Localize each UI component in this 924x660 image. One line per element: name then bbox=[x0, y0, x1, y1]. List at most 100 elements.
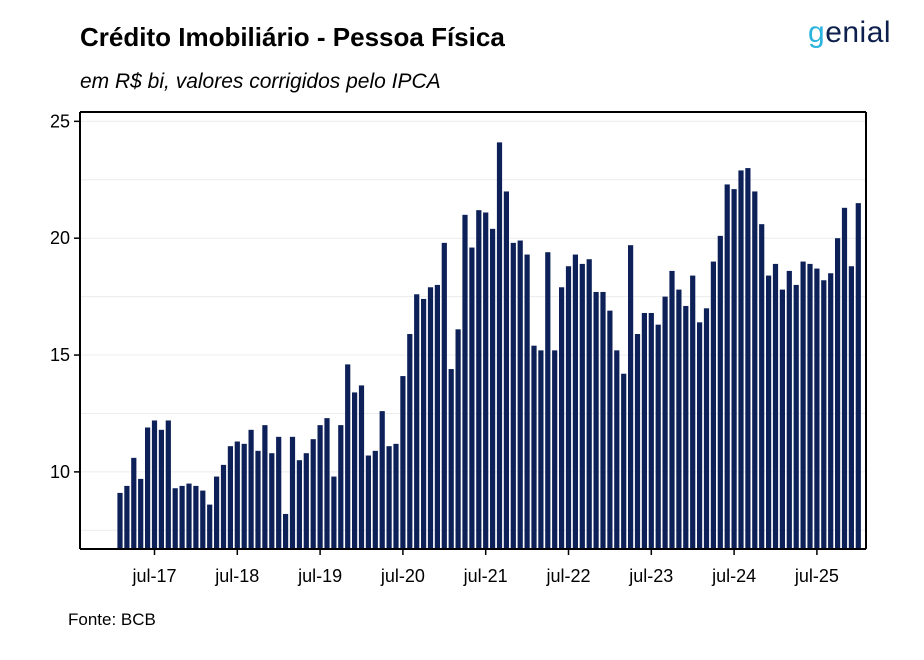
bar bbox=[145, 427, 151, 549]
bar bbox=[441, 242, 447, 549]
bar bbox=[648, 312, 654, 549]
bar bbox=[524, 254, 530, 550]
bar bbox=[690, 275, 696, 549]
bar bbox=[634, 334, 641, 549]
bar bbox=[841, 207, 848, 549]
bar bbox=[614, 350, 620, 549]
bar bbox=[186, 483, 192, 549]
bar bbox=[207, 504, 213, 549]
bar bbox=[538, 350, 544, 549]
bar bbox=[517, 240, 523, 549]
bar bbox=[531, 345, 537, 549]
bar bbox=[200, 490, 206, 549]
bar bbox=[352, 392, 358, 549]
bar bbox=[241, 443, 247, 549]
x-tick-label: jul-22 bbox=[545, 566, 590, 586]
bar bbox=[855, 203, 861, 549]
bar bbox=[151, 420, 158, 549]
y-tick-label: 10 bbox=[50, 462, 70, 482]
bar bbox=[655, 324, 661, 549]
bar bbox=[289, 436, 296, 549]
bar bbox=[365, 455, 371, 549]
bar bbox=[572, 254, 578, 550]
bar bbox=[779, 289, 785, 549]
bar bbox=[214, 476, 220, 549]
bar bbox=[717, 235, 723, 550]
bar bbox=[427, 287, 434, 549]
bar bbox=[793, 284, 799, 549]
bar bbox=[393, 443, 399, 549]
bar bbox=[414, 294, 420, 549]
source-note: Fonte: BCB bbox=[68, 610, 156, 629]
bar bbox=[724, 184, 730, 549]
bar bbox=[641, 312, 647, 549]
bar bbox=[559, 287, 565, 549]
axes: 10 15 20 25 jul-17 jul-18 jul-19 jul-20 jul-21 ju… bbox=[50, 111, 867, 586]
bar bbox=[752, 191, 758, 549]
bar bbox=[248, 429, 254, 549]
bar bbox=[490, 228, 496, 549]
bar bbox=[848, 266, 854, 549]
bar bbox=[255, 450, 261, 549]
bar bbox=[358, 385, 365, 549]
y-tick-label: 25 bbox=[50, 111, 70, 131]
bar bbox=[552, 350, 558, 549]
bar bbox=[172, 488, 178, 549]
bar bbox=[676, 289, 682, 549]
bar bbox=[807, 263, 813, 549]
bar bbox=[234, 441, 240, 549]
bar bbox=[621, 373, 627, 549]
x-tick-label: jul-24 bbox=[711, 566, 756, 586]
bar bbox=[421, 298, 427, 549]
bar bbox=[193, 485, 199, 549]
bar bbox=[269, 453, 275, 549]
chart-subtitle: em R$ bi, valores corrigidos pelo IPCA bbox=[80, 70, 441, 93]
bar bbox=[448, 369, 454, 549]
bar bbox=[697, 322, 703, 549]
logo-text: enial bbox=[825, 16, 892, 49]
bar bbox=[738, 170, 744, 550]
logo-accent-mark: ɡ bbox=[808, 16, 826, 49]
bar bbox=[703, 308, 710, 549]
bar bbox=[179, 485, 185, 549]
bar bbox=[386, 446, 392, 549]
bar bbox=[338, 425, 344, 549]
bar bbox=[607, 310, 613, 549]
bar bbox=[821, 280, 827, 549]
bar bbox=[138, 478, 144, 549]
x-tick-label: jul-17 bbox=[131, 566, 176, 586]
bar bbox=[814, 268, 820, 549]
bar bbox=[117, 492, 123, 549]
bar bbox=[828, 273, 834, 549]
bar bbox=[510, 242, 516, 549]
bar bbox=[503, 191, 509, 549]
x-tick-label: jul-18 bbox=[214, 566, 259, 586]
bar bbox=[669, 270, 675, 549]
bar bbox=[324, 418, 330, 549]
x-tick-label: jul-21 bbox=[463, 566, 508, 586]
bar bbox=[476, 210, 482, 549]
bar bbox=[496, 142, 503, 549]
bar bbox=[283, 513, 289, 549]
bar bbox=[379, 411, 385, 549]
bar bbox=[220, 464, 227, 549]
bar bbox=[124, 485, 130, 549]
bar bbox=[372, 450, 378, 549]
bar bbox=[662, 296, 668, 549]
bar bbox=[331, 476, 337, 549]
bar bbox=[462, 214, 468, 549]
bar bbox=[628, 245, 634, 549]
bar bbox=[317, 425, 323, 549]
bar bbox=[835, 238, 841, 549]
bar bbox=[710, 261, 716, 549]
bar bbox=[586, 259, 592, 549]
bar bbox=[469, 247, 475, 550]
bar bbox=[600, 291, 606, 549]
bar bbox=[772, 263, 779, 549]
bar bbox=[731, 189, 737, 549]
bar bbox=[227, 446, 233, 549]
bar bbox=[565, 266, 572, 549]
bars bbox=[117, 142, 861, 550]
bar bbox=[483, 212, 489, 550]
